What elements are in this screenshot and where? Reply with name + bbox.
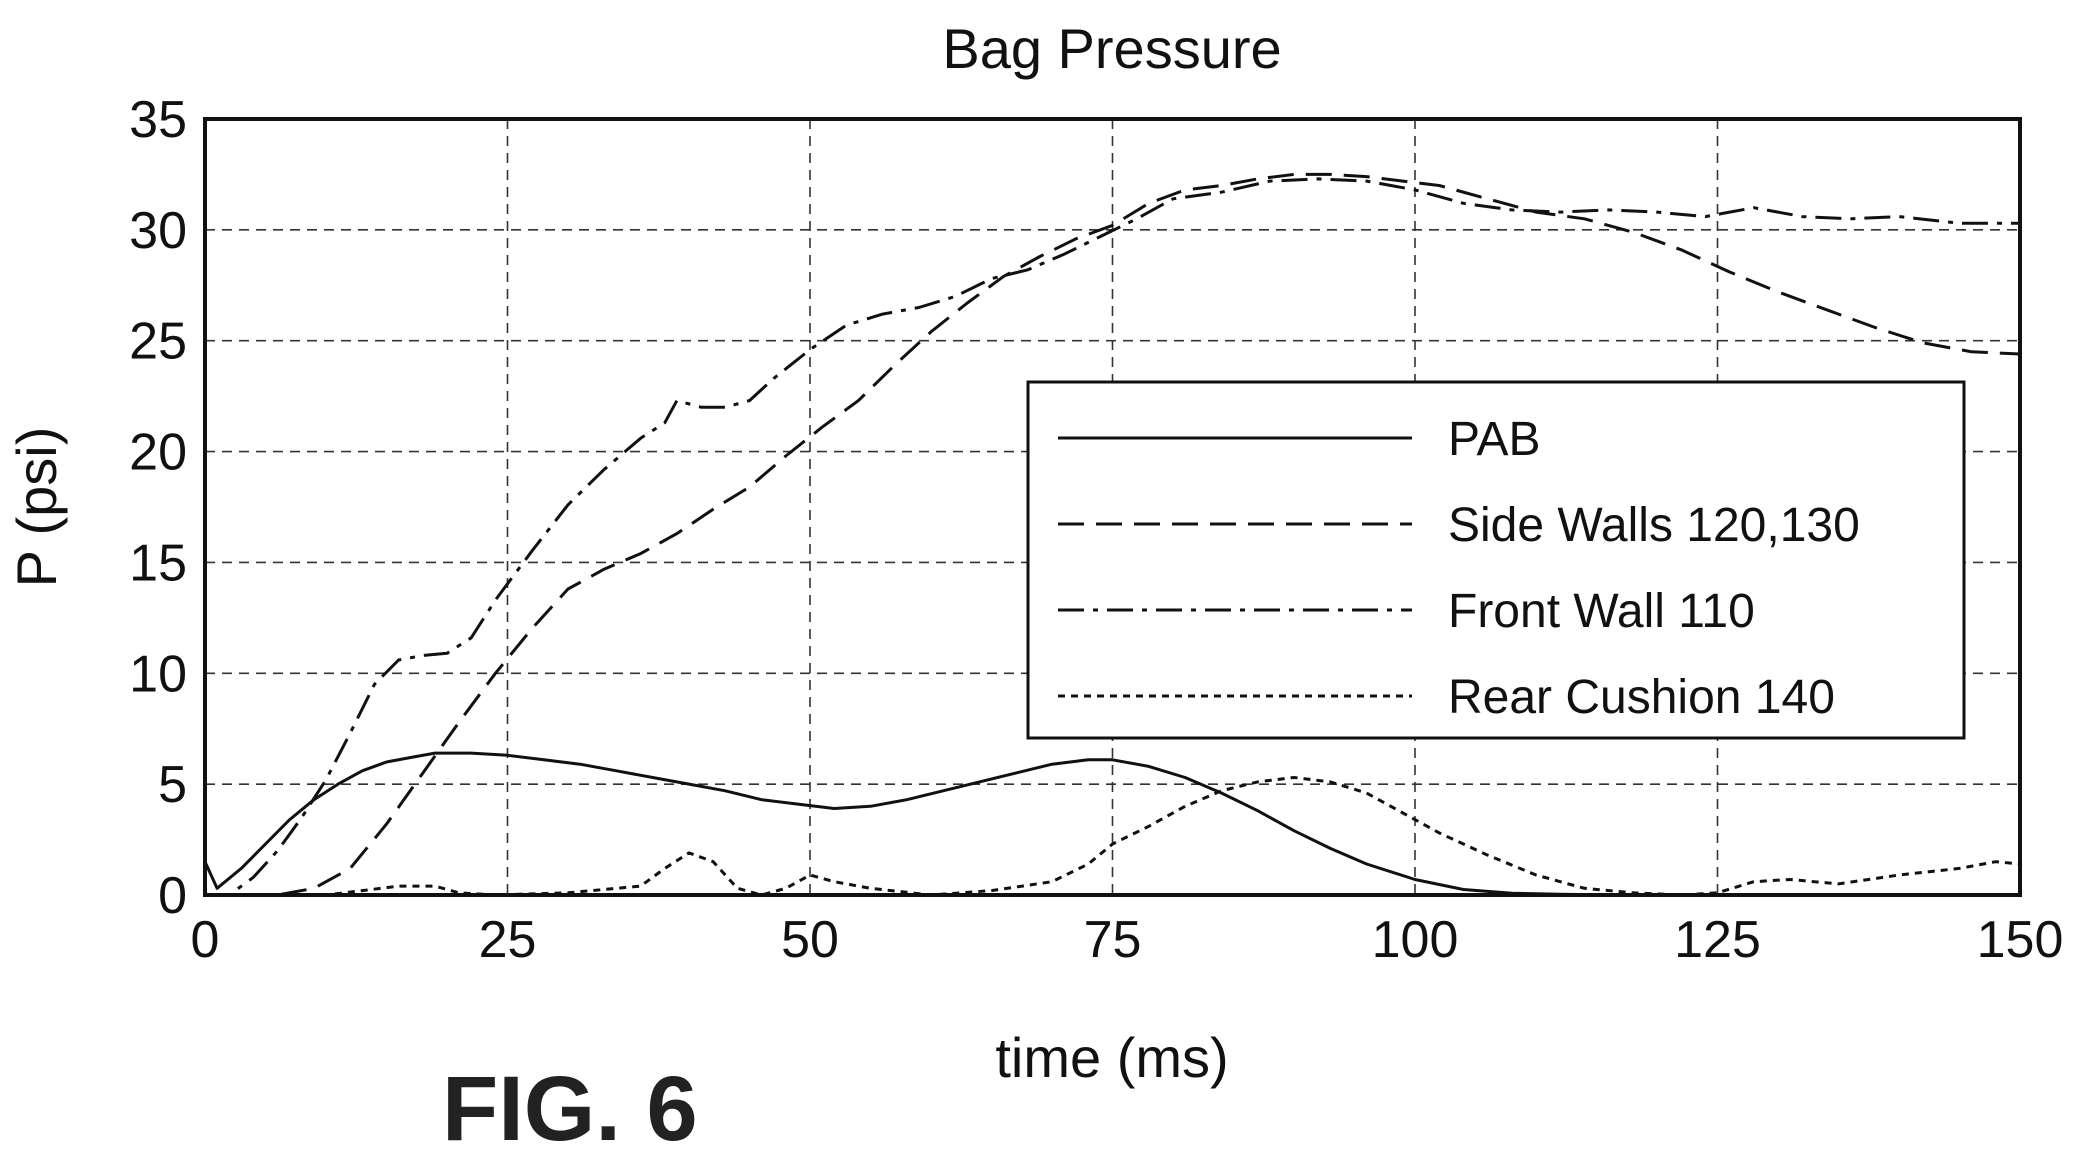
x-tick-label: 25 — [479, 911, 537, 969]
x-tick-label: 150 — [1977, 911, 2064, 969]
y-axis-label: P (psi) — [5, 427, 68, 588]
y-tick-label: 0 — [158, 867, 187, 925]
x-axis-label: time (ms) — [995, 1026, 1228, 1089]
x-tick-label: 100 — [1372, 911, 1459, 969]
legend-label: Side Walls 120,130 — [1448, 499, 1860, 552]
x-tick-label: 0 — [191, 911, 220, 969]
legend-label: Rear Cushion 140 — [1448, 671, 1835, 724]
series-line-side-walls-120-130 — [205, 172, 2021, 897]
y-tick-label: 10 — [129, 645, 187, 703]
series-line-pab — [203, 751, 2020, 897]
legend: PAB Side Walls 120,130 Front Wall 110 Rear … — [1026, 380, 1966, 740]
y-tick-label: 35 — [129, 91, 187, 149]
plot-frame — [203, 117, 2022, 897]
y-tick-label: 5 — [158, 756, 187, 814]
y-tick-label: 30 — [129, 202, 187, 260]
x-tick-label: 125 — [1674, 911, 1761, 969]
legend-label: PAB — [1448, 413, 1540, 466]
x-tick-label: 75 — [1084, 911, 1142, 969]
y-tick-label: 15 — [129, 534, 187, 592]
x-tick-labels: 0 25 50 75 100 125 150 — [191, 911, 2064, 969]
series-line-front-wall-110 — [205, 177, 2020, 897]
x-tick-label: 50 — [781, 911, 839, 969]
chart-title: Bag Pressure — [942, 17, 1281, 80]
y-tick-labels: 0 5 10 15 20 25 30 35 — [129, 91, 187, 925]
y-tick-label: 20 — [129, 424, 187, 482]
legend-label: Front Wall 110 — [1448, 585, 1755, 638]
y-tick-label: 25 — [129, 313, 187, 371]
legend-box — [1026, 380, 1966, 740]
figure-label: FIG. 6 — [442, 1058, 698, 1160]
